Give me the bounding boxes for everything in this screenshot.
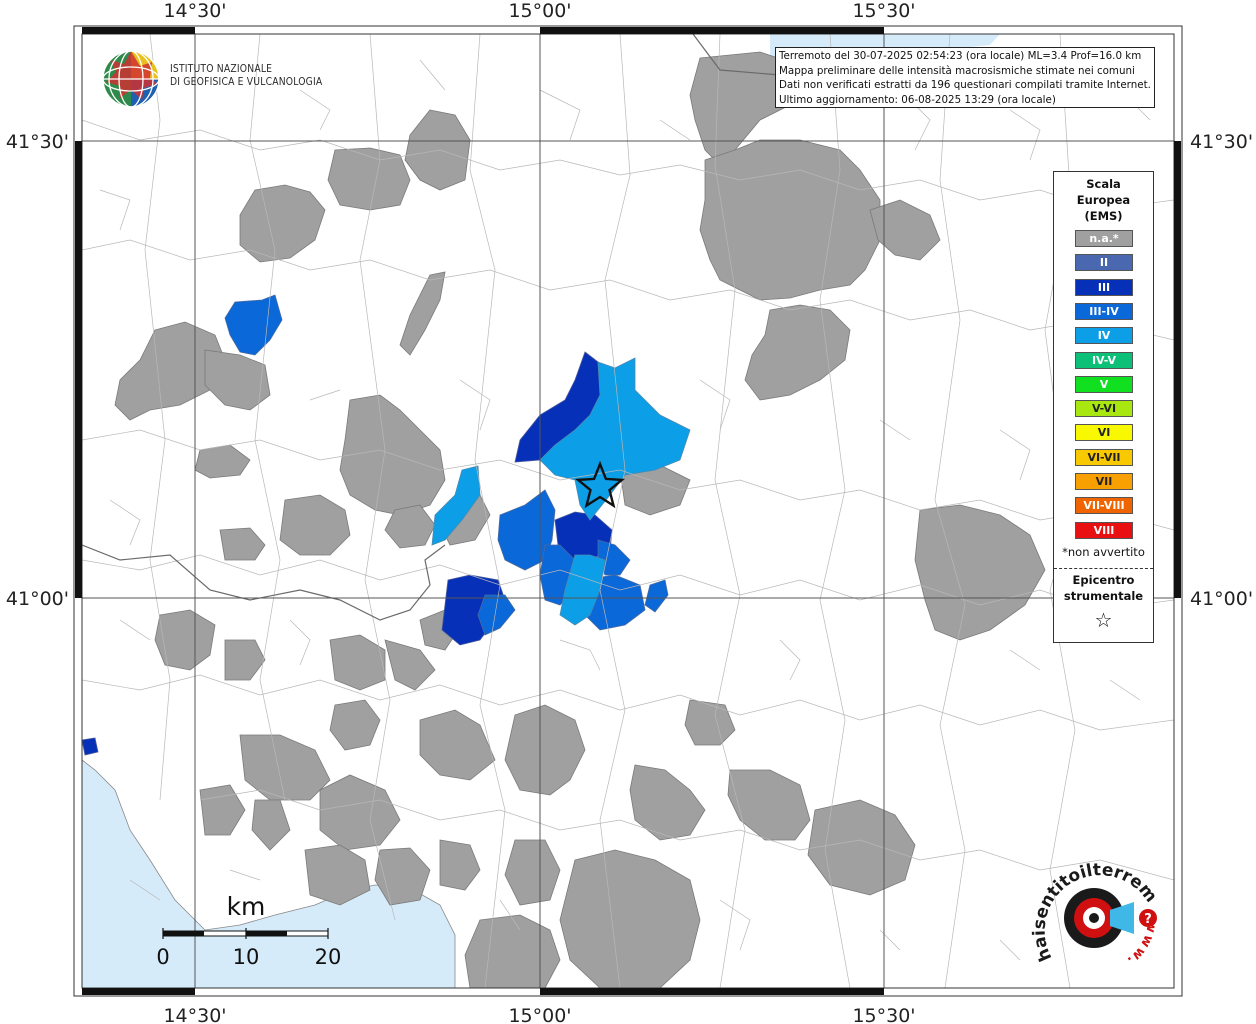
legend-item-vi: VI	[1075, 424, 1133, 442]
right-lat-label-4100: 41°00'	[1190, 588, 1253, 610]
scale-bar: km 0 10 20	[156, 892, 341, 969]
map-frame-outer	[73, 25, 1183, 997]
legend-title-line3: (EMS)	[1084, 209, 1123, 223]
svg-text:?: ?	[1144, 912, 1152, 927]
legend-item-iv-v: IV-V	[1075, 351, 1133, 369]
event-info-line2: Mappa preliminare delle intensità macros…	[779, 64, 1135, 77]
event-info-line4: Ultimo aggiornamento: 06-08-2025 13:29 (…	[779, 93, 1056, 106]
legend-item-ii: II	[1075, 254, 1133, 272]
not-available-areas	[114, 51, 1046, 988]
right-lat-label-4130: 41°30'	[1190, 131, 1253, 153]
top-lon-label-1500: 15°00'	[508, 0, 571, 22]
legend-title: Scala Europea (EMS)	[1054, 176, 1153, 224]
scale-bar-unit: km	[227, 892, 266, 921]
legend-item-vii-viii: VII-VIII	[1075, 497, 1133, 515]
epicenter-star	[574, 460, 626, 509]
legend-epicenter-label: Epicentro strumentale	[1054, 572, 1153, 604]
graticule	[82, 34, 1174, 988]
ingv-logo-line1: ISTITUTO NAZIONALE	[170, 63, 273, 75]
legend-item-vii: VII	[1075, 473, 1133, 490]
left-lat-label-4100: 41°00'	[6, 588, 69, 610]
haisentito-logo-icon: haisentitoilterremoto.it www. ?	[1030, 858, 1161, 969]
legend-item-n-a: n.a.*	[1075, 230, 1133, 247]
legend-item-vi-vii: VI-VII	[1075, 448, 1133, 466]
legend-star-icon: ☆	[1094, 608, 1113, 632]
legend-epicenter-line1: Epicentro	[1072, 573, 1135, 587]
ingv-logo: ISTITUTO NAZIONALE DI GEOFISICA E VULCAN…	[100, 48, 322, 110]
legend-title-line1: Scala	[1086, 177, 1121, 191]
event-info-line1: Terremoto del 30-07-2025 02:54:23 (ora l…	[779, 50, 1142, 62]
legend-item-v: V	[1075, 375, 1133, 393]
left-lat-label-4130: 41°30'	[6, 131, 69, 153]
ingv-globe-icon	[102, 50, 160, 108]
legend-title-line2: Europea	[1076, 193, 1131, 207]
legend-item-v-vi: V-VI	[1075, 400, 1133, 418]
legend-item-iii: III	[1075, 278, 1133, 296]
event-info-line3: Dati non verificati estratti da 196 ques…	[779, 79, 1151, 91]
scale-bar-tick-20: 20	[315, 945, 342, 969]
bottom-lon-label-1530: 15°30'	[852, 1005, 915, 1024]
top-lon-label-1530: 15°30'	[852, 0, 915, 22]
land-background	[82, 34, 1174, 988]
legend-item-iv: IV	[1075, 327, 1133, 345]
bottom-lon-label-1430: 14°30'	[163, 1005, 226, 1024]
top-lon-label-1430: 14°30'	[163, 0, 226, 22]
ingv-logo-line2: DI GEOFISICA E VULCANOLOGIA	[170, 76, 323, 88]
ingv-logo-text: ISTITUTO NAZIONALE DI GEOFISICA E VULCAN…	[170, 63, 322, 89]
legend-item-iii-iv: III-IV	[1075, 302, 1133, 320]
bottom-lon-label-1500: 15°00'	[508, 1005, 571, 1024]
legend-epicenter-line2: strumentale	[1063, 589, 1144, 603]
commune-boundaries	[82, 34, 1174, 988]
scale-bar-tick-10: 10	[233, 945, 260, 969]
ems-legend: Scala Europea (EMS) n.a.* II III III-IV IV IV…	[1053, 171, 1154, 643]
legend-item-viii: VIII	[1075, 521, 1133, 539]
legend-separator	[1054, 568, 1153, 569]
region-boundaries	[82, 34, 781, 621]
intensity-III-areas	[82, 351, 613, 756]
frame-checker	[75, 27, 1181, 995]
scale-bar-tick-0: 0	[156, 945, 169, 969]
event-info-box: Terremoto del 30-07-2025 02:54:23 (ora l…	[775, 47, 1155, 108]
legend-note-not-felt: *non avvertito	[1062, 545, 1145, 559]
